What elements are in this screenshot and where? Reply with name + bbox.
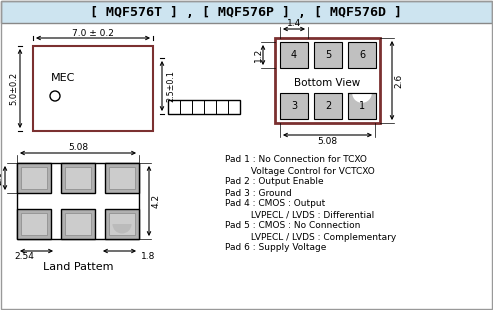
Text: 2.5±0.1: 2.5±0.1 <box>166 70 175 102</box>
Bar <box>65 213 91 235</box>
Text: Pad 5 : CMOS : No Connection: Pad 5 : CMOS : No Connection <box>225 222 360 231</box>
Bar <box>275 38 380 123</box>
Text: 4.2: 4.2 <box>151 194 161 208</box>
Text: 2.54: 2.54 <box>14 252 34 261</box>
Text: [ MQF576T ] , [ MQF576P ] , [ MQF576D ]: [ MQF576T ] , [ MQF576P ] , [ MQF576D ] <box>90 6 402 19</box>
Text: Pad 4 : CMOS : Output: Pad 4 : CMOS : Output <box>225 200 325 209</box>
Bar <box>109 213 135 235</box>
Text: Land Pattem: Land Pattem <box>43 262 113 272</box>
Bar <box>314 93 342 119</box>
Bar <box>17 163 51 193</box>
Bar <box>65 167 91 189</box>
Text: MEC: MEC <box>51 73 75 83</box>
Bar <box>21 213 47 235</box>
Wedge shape <box>352 93 372 103</box>
Text: 5.08: 5.08 <box>68 143 88 152</box>
Text: Bottom View: Bottom View <box>294 78 360 88</box>
Text: Pad 3 : Ground: Pad 3 : Ground <box>225 188 292 197</box>
Text: 6: 6 <box>359 50 365 60</box>
Bar <box>280 93 308 119</box>
Text: Pad 2 : Output Enable: Pad 2 : Output Enable <box>225 178 323 187</box>
Bar <box>61 209 95 239</box>
Text: LVPECL / LVDS : Differential: LVPECL / LVDS : Differential <box>225 210 374 219</box>
Bar <box>314 42 342 68</box>
Text: Pad 6 : Supply Voltage: Pad 6 : Supply Voltage <box>225 243 326 253</box>
Text: 3: 3 <box>291 101 297 111</box>
Text: 1: 1 <box>359 101 365 111</box>
Text: 5: 5 <box>325 50 331 60</box>
Bar <box>348 42 376 68</box>
Text: 5.08: 5.08 <box>317 138 338 147</box>
Text: 4: 4 <box>291 50 297 60</box>
Bar <box>61 163 95 193</box>
Bar <box>1 1 492 23</box>
Text: 1.8: 1.8 <box>141 252 155 261</box>
Text: Voltage Control for VCTCXO: Voltage Control for VCTCXO <box>225 166 375 175</box>
Bar <box>105 163 139 193</box>
Text: 5.0±0.2: 5.0±0.2 <box>9 72 19 105</box>
Bar <box>168 100 240 114</box>
Bar <box>109 167 135 189</box>
Bar <box>17 209 51 239</box>
Text: 2.0: 2.0 <box>0 171 3 185</box>
Wedge shape <box>112 224 132 233</box>
Text: 2: 2 <box>325 101 331 111</box>
Text: 2.6: 2.6 <box>394 73 403 88</box>
Bar <box>348 93 376 119</box>
Text: 7.0 ± 0.2: 7.0 ± 0.2 <box>72 29 114 38</box>
Bar <box>33 46 153 131</box>
Text: LVPECL / LVDS : Complementary: LVPECL / LVDS : Complementary <box>225 232 396 241</box>
Text: 1.4: 1.4 <box>287 20 301 29</box>
Text: 1.2: 1.2 <box>253 48 262 62</box>
Bar <box>280 42 308 68</box>
Bar <box>105 209 139 239</box>
Text: Pad 1 : No Connection for TCXO: Pad 1 : No Connection for TCXO <box>225 156 367 165</box>
Bar <box>17 163 139 239</box>
Bar <box>21 167 47 189</box>
